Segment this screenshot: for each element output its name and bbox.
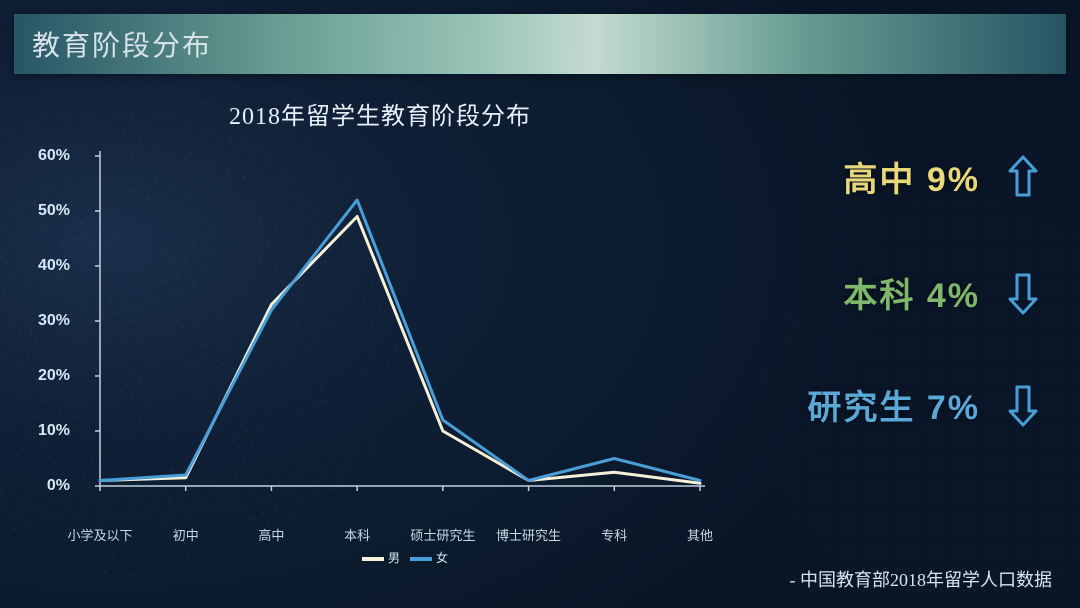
legend-swatch <box>410 557 432 561</box>
slide-title: 教育阶段分布 <box>32 24 212 64</box>
arrow-up-icon <box>1008 155 1038 199</box>
x-axis-tick: 本科 <box>344 525 370 544</box>
x-axis-tick: 专科 <box>601 525 627 544</box>
y-axis-tick: 50% <box>20 202 70 220</box>
x-axis-tick: 其他 <box>687 525 713 544</box>
chart-title: 2018年留学生教育阶段分布 <box>30 96 730 131</box>
slide: 教育阶段分布 2018年留学生教育阶段分布 男女 0%10%20%30%40%5… <box>0 0 1080 608</box>
stat-text: 研究生 7% <box>807 380 980 429</box>
x-axis-tick: 初中 <box>173 525 199 544</box>
y-axis-tick: 10% <box>20 422 70 440</box>
x-axis-tick: 高中 <box>258 525 284 544</box>
chart-legend: 男女 <box>80 549 720 566</box>
arrow-down-icon <box>1008 271 1038 315</box>
stat-text: 本科 4% <box>843 268 980 317</box>
legend-label: 女 <box>436 551 448 565</box>
title-bar: 教育阶段分布 <box>14 14 1066 74</box>
citation-text: 中国教育部2018年留学人口数据 <box>800 570 1052 590</box>
x-axis-tick: 硕士研究生 <box>410 525 475 544</box>
stat-callout: 高中 9% <box>843 152 980 201</box>
chart-plot <box>80 146 720 526</box>
citation: - 中国教育部2018年留学人口数据 <box>790 566 1053 592</box>
line-chart: 2018年留学生教育阶段分布 男女 0%10%20%30%40%50%60%小学… <box>30 96 730 566</box>
stat-callout: 研究生 7% <box>807 380 980 429</box>
stat-text: 高中 9% <box>843 152 980 201</box>
y-axis-tick: 30% <box>20 312 70 330</box>
y-axis-tick: 20% <box>20 367 70 385</box>
legend-swatch <box>362 557 384 561</box>
y-axis-tick: 0% <box>20 477 70 495</box>
stat-callout: 本科 4% <box>843 268 980 317</box>
y-axis-tick: 40% <box>20 257 70 275</box>
y-axis-tick: 60% <box>20 147 70 165</box>
x-axis-tick: 小学及以下 <box>67 525 132 544</box>
citation-prefix: - <box>790 570 801 590</box>
arrow-down-icon <box>1008 383 1038 427</box>
x-axis-tick: 博士研究生 <box>496 525 561 544</box>
legend-label: 男 <box>388 551 400 565</box>
